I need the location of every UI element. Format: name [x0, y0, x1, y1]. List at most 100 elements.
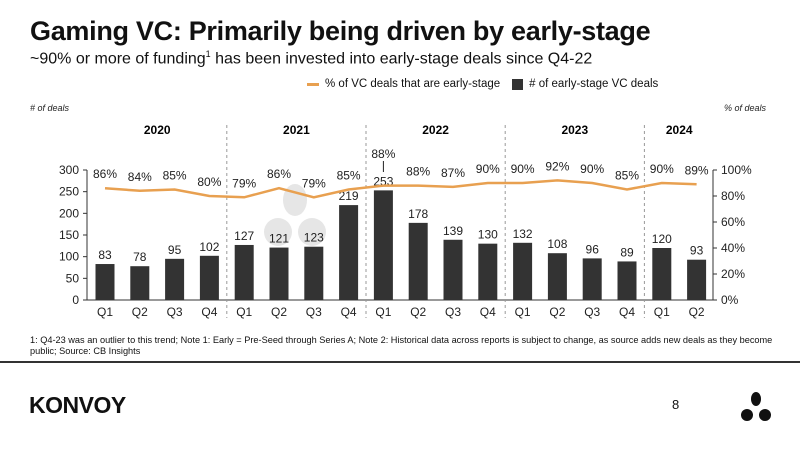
x-tick-label: Q1 [236, 305, 252, 319]
year-label: 2023 [561, 123, 588, 137]
bar [687, 259, 707, 300]
bar-value-label: 102 [199, 240, 219, 254]
x-tick-label: Q2 [132, 305, 148, 319]
legend-label-line: % of VC deals that are early-stage [325, 78, 501, 90]
page-number: 8 [672, 397, 680, 412]
x-tick-label: Q4 [619, 305, 635, 319]
bar [582, 258, 602, 300]
subtitle-text-rest: has been invested into early-stage deals… [210, 50, 593, 68]
bar [165, 258, 185, 300]
konvoy-mark-icon [741, 392, 771, 421]
bar-value-label: 127 [234, 229, 254, 243]
pct-value-label: 87% [441, 166, 465, 180]
year-label: 2020 [144, 123, 171, 137]
year-label: 2024 [666, 123, 693, 137]
watermark-mark-icon [264, 218, 292, 246]
x-tick-label: Q2 [549, 305, 565, 319]
right-tick-label: 40% [721, 241, 745, 255]
bar [513, 242, 533, 300]
pct-value-label: 80% [197, 175, 221, 189]
x-tick-label: Q2 [689, 305, 705, 319]
bar-value-label: 219 [339, 189, 359, 203]
x-tick-label: Q2 [410, 305, 426, 319]
bar-value-label: 78 [133, 250, 147, 264]
bar [443, 239, 463, 300]
year-label: 2022 [422, 123, 449, 137]
pct-value-label: 89% [685, 163, 709, 177]
legend-label-bar: # of early-stage VC deals [529, 78, 659, 90]
right-axis-title: % of deals [724, 103, 767, 113]
bar-value-label: 139 [443, 224, 463, 238]
page-title: Gaming VC: Primarily being driven by ear… [30, 16, 651, 46]
bar [234, 244, 254, 300]
konvoy-logo: KONVOY [29, 392, 126, 418]
subtitle-text: ~90% or more of funding [30, 50, 206, 68]
left-tick-label: 200 [59, 206, 79, 220]
left-tick-label: 0 [72, 293, 79, 307]
page-subtitle: ~90% or more of funding1 has been invest… [30, 49, 592, 68]
bar-value-label: 95 [168, 243, 182, 257]
right-tick-label: 60% [721, 215, 745, 229]
pct-value-label: 85% [615, 169, 639, 183]
x-tick-label: Q4 [341, 305, 357, 319]
x-tick-label: Q3 [306, 305, 322, 319]
legend-bar-swatch [512, 78, 524, 90]
pct-value-label: 86% [93, 167, 117, 181]
pct-value-label: 86% [267, 167, 291, 181]
bar [547, 253, 567, 300]
x-tick-label: Q3 [584, 305, 600, 319]
bar [95, 264, 115, 300]
pct-value-label: 92% [545, 159, 569, 173]
footnote: 1: Q4-23 was an outlier to this trend; N… [30, 335, 773, 356]
bar [339, 205, 359, 300]
left-tick-label: 250 [59, 185, 79, 199]
bar-value-label: 83 [98, 248, 112, 262]
bar-value-label: 178 [408, 207, 428, 221]
pct-value-label: 84% [128, 170, 152, 184]
pct-value-label: 79% [302, 176, 326, 190]
bar [652, 248, 672, 300]
left-tick-label: 150 [59, 228, 79, 242]
footnote-marker: 1 [205, 49, 211, 59]
x-tick-label: Q4 [480, 305, 496, 319]
left-axis-title: # of deals [30, 103, 70, 113]
bar [408, 222, 428, 300]
pct-value-label: 90% [476, 162, 500, 176]
divider [0, 361, 800, 363]
left-tick-label: 300 [59, 163, 79, 177]
bar [304, 246, 324, 300]
pct-value-label: 85% [337, 169, 361, 183]
bar-value-label: 130 [478, 228, 498, 242]
pct-value-label: 85% [163, 169, 187, 183]
left-tick-label: 50 [66, 271, 80, 285]
x-tick-label: Q1 [97, 305, 113, 319]
pct-value-label: 90% [511, 162, 535, 176]
bar [199, 255, 219, 300]
bar [478, 243, 498, 300]
bar-value-label: 89 [620, 245, 634, 259]
bar [373, 190, 393, 300]
x-tick-label: Q2 [271, 305, 287, 319]
year-label: 2021 [283, 123, 310, 137]
chart: 0 50 100 150 200 250 300 0% 20% 40% 60% 80% 100% 2020… [59, 123, 752, 319]
bar [617, 261, 637, 300]
x-tick-label: Q1 [515, 305, 531, 319]
pct-value-label: 79% [232, 176, 256, 190]
right-tick-label: 80% [721, 189, 745, 203]
legend-line-swatch [307, 82, 319, 86]
right-tick-label: 20% [721, 267, 745, 281]
bar [130, 266, 150, 300]
bar-value-label: 108 [547, 237, 567, 251]
x-tick-label: Q3 [445, 305, 461, 319]
bar-value-label: 123 [304, 231, 324, 245]
bar-value-label: 121 [269, 232, 289, 246]
pct-value-label: 88% [371, 147, 395, 161]
bar-value-label: 132 [513, 227, 533, 241]
bar-value-label: 96 [586, 242, 600, 256]
x-tick-label: Q3 [167, 305, 183, 319]
chart-legend: % of VC deals that are early-stage # of … [307, 78, 658, 90]
pct-value-label: 90% [580, 162, 604, 176]
pct-value-label: 88% [406, 165, 430, 179]
x-tick-label: Q1 [654, 305, 670, 319]
bar-value-label: 93 [690, 244, 704, 258]
